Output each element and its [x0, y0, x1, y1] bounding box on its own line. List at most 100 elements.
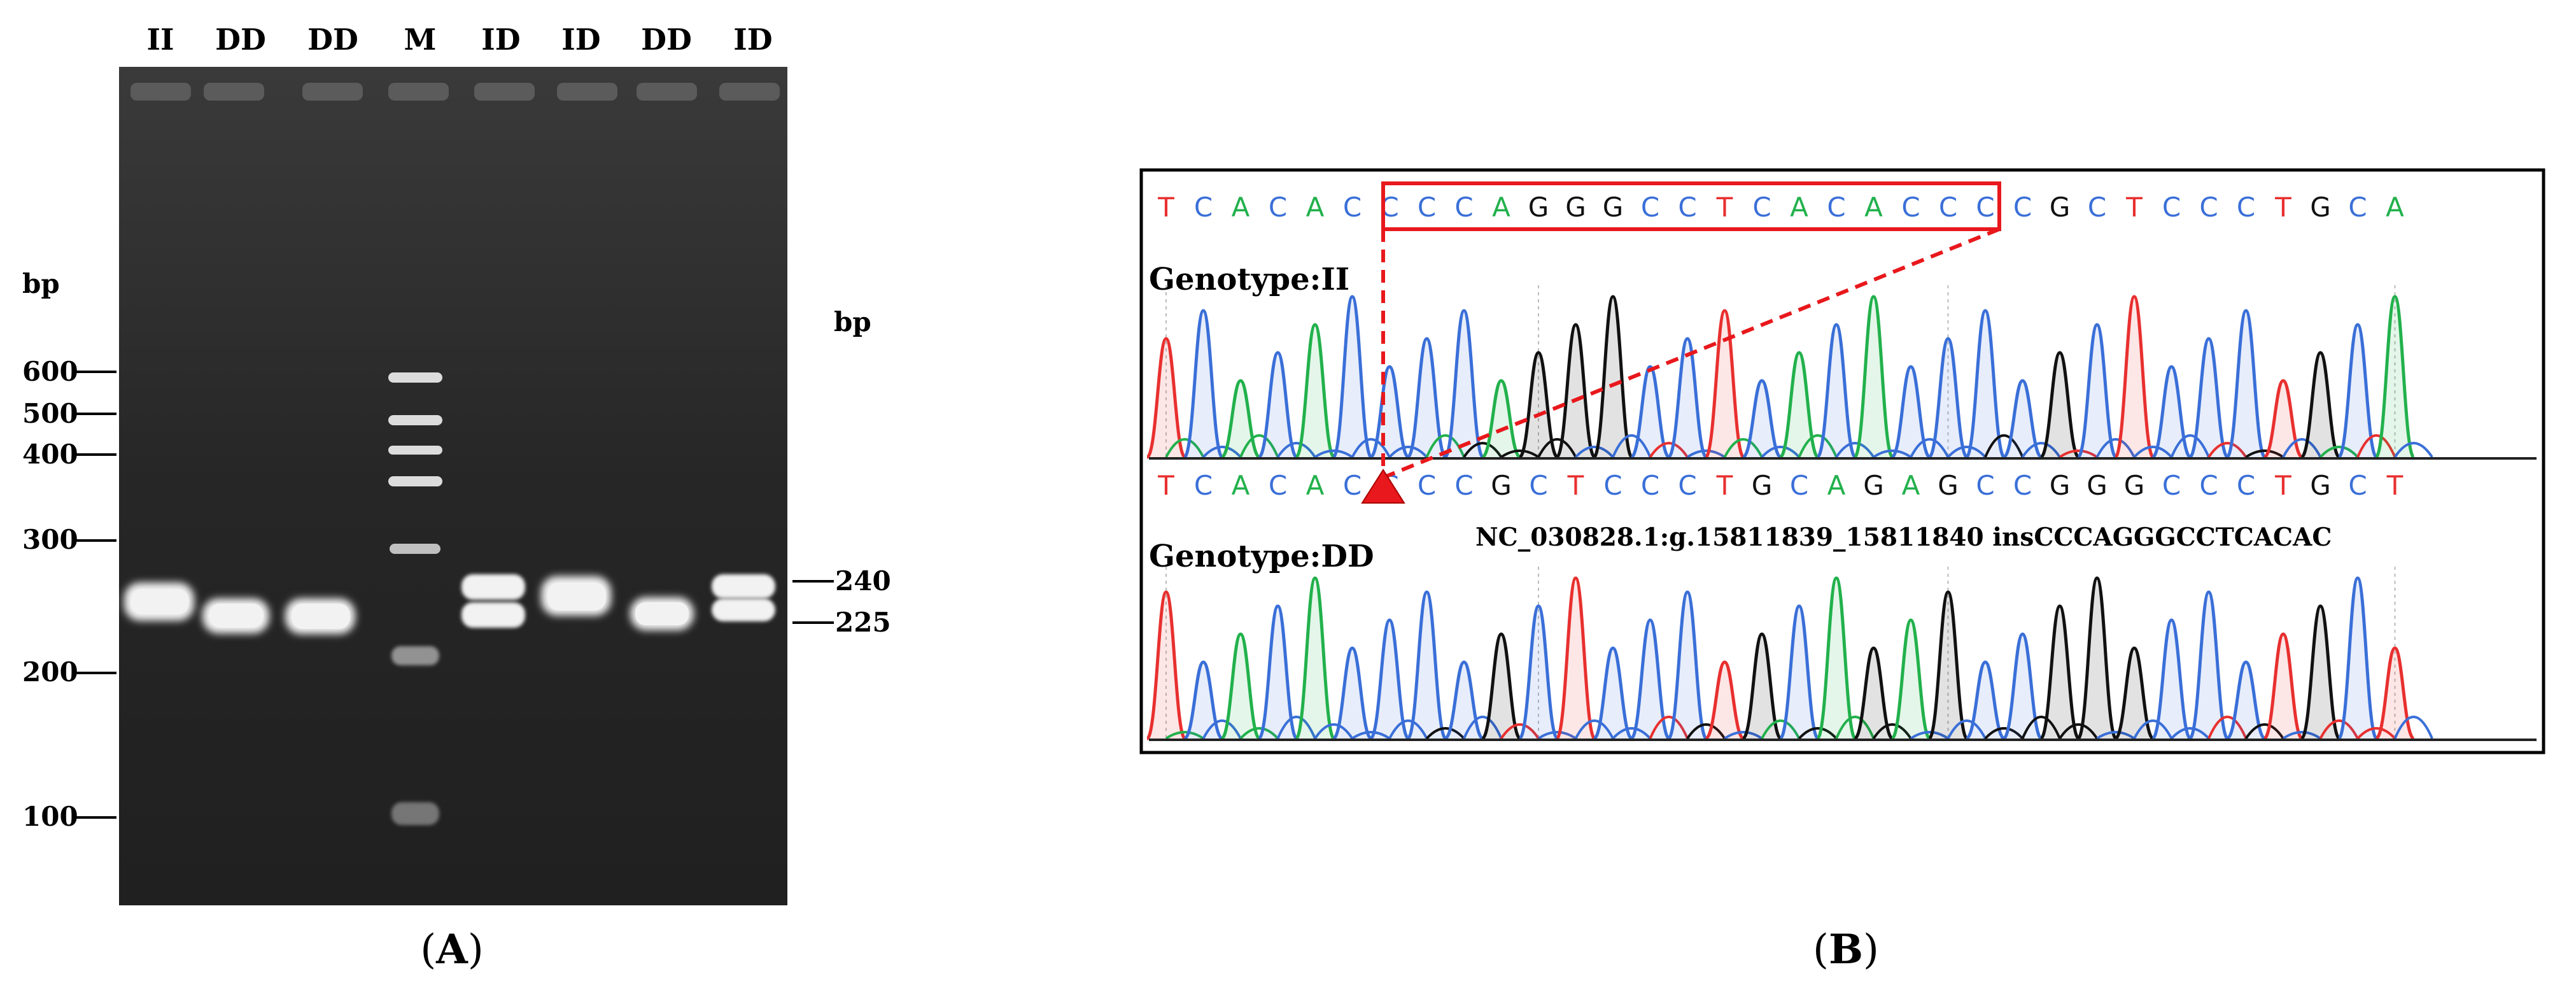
top-minor-peak — [1686, 449, 1726, 458]
insertion-note: NC_030828.1:g.15811839_15811840 insCCCAG… — [1475, 523, 2332, 552]
top-minor-peak — [1612, 434, 1652, 458]
lane-label: M — [404, 22, 437, 57]
bottom-peak — [1629, 618, 1671, 740]
top-peak — [2225, 309, 2267, 459]
top-peak — [1369, 365, 1410, 459]
top-minor-peak — [1388, 446, 1428, 458]
bottom-peak — [2039, 604, 2081, 740]
top-peak — [2188, 337, 2230, 459]
top-peak — [1704, 309, 1745, 459]
band-225 — [635, 602, 689, 625]
top-minor-peak — [1723, 438, 1763, 458]
top-peak — [1742, 379, 1782, 459]
top-minor-peak — [2095, 438, 2136, 458]
bottom-base: C — [1678, 470, 1696, 501]
top-base: T — [2274, 192, 2291, 223]
bottom-base: A — [1306, 470, 1325, 501]
bottom-peak — [2076, 576, 2118, 740]
bottom-base: T — [1157, 470, 1174, 501]
top-base: G — [1565, 192, 1586, 223]
top-minor-peak — [1761, 446, 1800, 458]
bottom-peak — [1705, 660, 1745, 740]
top-base: A — [1306, 192, 1325, 223]
bottom-peak — [1444, 660, 1484, 740]
top-minor-peak — [2282, 438, 2322, 458]
gel-bands — [124, 574, 775, 634]
top-minor-peak — [1537, 438, 1577, 458]
top-peak — [1332, 295, 1373, 459]
top-peak — [1145, 337, 1187, 459]
insertion-guide-right — [1382, 227, 2001, 479]
ladder-band — [388, 476, 442, 486]
bottom-peak — [2337, 576, 2379, 740]
bottom-peak — [2226, 660, 2266, 740]
bottom-base: C — [1529, 470, 1547, 501]
top-minor-peak — [2356, 434, 2397, 458]
bottom-peak — [1741, 632, 1783, 740]
bottom-base: C — [1603, 470, 1622, 501]
top-peak — [1183, 309, 1224, 459]
top-peak — [1443, 309, 1485, 459]
band-225 — [461, 602, 525, 628]
top-base: C — [1976, 192, 1994, 223]
bottom-minor-peak — [2096, 731, 2136, 740]
ladder-label: 600 — [22, 356, 78, 387]
bottom-peak — [1965, 660, 2006, 740]
bottom-peak — [1183, 660, 1223, 740]
bottom-base: C — [2013, 470, 2032, 501]
bottom-minor-peak — [1202, 719, 1242, 739]
top-peak — [1257, 351, 1299, 459]
genotype-top-label: Genotype:II — [1149, 262, 1349, 297]
bottom-minor-peak — [1537, 731, 1577, 740]
band-label-240: 240 — [835, 565, 891, 597]
chromatogram-frame — [1139, 168, 2545, 754]
insertion-box — [1381, 181, 2001, 231]
bottom-base: G — [2124, 470, 2145, 501]
bottom-peak — [1666, 590, 1708, 740]
top-base: A — [2386, 192, 2404, 223]
lane-label: ID — [733, 22, 772, 57]
top-minor-peak — [1798, 434, 1838, 458]
bottom-base: G — [1863, 470, 1884, 501]
top-peak — [1517, 351, 1559, 459]
panel-label-b: (B) — [1813, 926, 1879, 973]
top-minor-peak — [1202, 446, 1242, 458]
top-minor-peak — [1425, 434, 1465, 458]
top-base: A — [1864, 192, 1883, 223]
bottom-base: C — [1454, 470, 1473, 501]
bottom-peak — [1220, 632, 1262, 740]
top-base: C — [2199, 192, 2218, 223]
bottom-base: G — [1752, 470, 1773, 501]
well — [204, 83, 264, 101]
top-peak — [2039, 351, 2081, 459]
bottom-minor-peak — [1835, 716, 1875, 739]
top-peak — [1592, 295, 1634, 459]
bottom-base: C — [1343, 470, 1362, 501]
bottom-base: C — [2199, 470, 2218, 501]
top-peak — [1666, 337, 1708, 459]
bottom-base: A — [1902, 470, 1920, 501]
top-peak — [2263, 379, 2304, 459]
bottom-minor-peak — [1649, 716, 1689, 739]
top-minor-peak — [2207, 442, 2248, 458]
top-minor-peak — [1500, 449, 1540, 458]
bottom-peak — [1815, 576, 1857, 740]
ladder-label: 500 — [22, 398, 78, 429]
bottom-base: A — [1827, 470, 1846, 501]
top-minor-peak — [1165, 438, 1205, 458]
top-peak — [2374, 295, 2416, 459]
top-base: C — [2348, 192, 2367, 223]
bottom-peak — [2300, 604, 2341, 740]
top-minor-peak — [2059, 449, 2098, 458]
bottom-peak — [1778, 604, 1820, 740]
top-minor-peak — [1835, 442, 1875, 458]
bottom-minor-peak — [1276, 716, 1316, 739]
top-minor-peak — [2170, 434, 2210, 458]
bottom-minor-peak — [1351, 731, 1391, 740]
top-minor-peak — [1984, 434, 2024, 458]
bottom-minor-peak — [2059, 723, 2099, 740]
bottom-peak — [1145, 590, 1187, 740]
top-peak — [1778, 351, 1820, 459]
